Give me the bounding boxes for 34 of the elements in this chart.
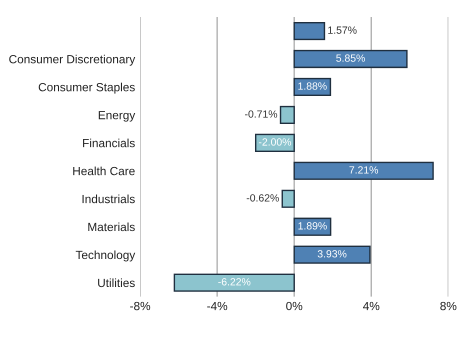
bar: [294, 50, 408, 68]
bar: [254, 134, 295, 152]
data-label: 1.89%: [298, 222, 327, 230]
bar: [280, 106, 295, 124]
y-tick-label: Utilities: [98, 278, 135, 288]
x-tick-label: -8%: [130, 302, 150, 310]
bar: [294, 22, 326, 40]
data-label: -2.00%: [258, 138, 292, 146]
bar: [294, 218, 332, 236]
y-tick-label: Health Care: [73, 166, 135, 176]
x-tick-label: 4%: [363, 302, 380, 310]
bar: [174, 274, 295, 292]
bar: [294, 78, 332, 96]
y-tick-label: Industrials: [82, 194, 135, 204]
y-tick-label: Technology: [76, 250, 136, 262]
y-tick-label: Consumer Discretionary: [9, 54, 136, 66]
data-label: -0.71%: [244, 110, 278, 118]
data-label: -0.62%: [246, 194, 279, 202]
data-label: 5.85%: [336, 54, 365, 62]
y-tick-label: Energy: [98, 111, 136, 122]
data-label: 3.93%: [318, 250, 346, 258]
data-label: 7.21%: [349, 166, 378, 174]
data-label: 1.57%: [328, 26, 357, 34]
y-tick-label: Materials: [88, 222, 135, 232]
y-tick-label: Financials: [83, 138, 135, 148]
x-tick-label: -4%: [207, 302, 228, 310]
data-label: 1.88%: [298, 82, 327, 90]
x-tick-label: 0%: [286, 302, 302, 310]
data-label: -6.22%: [218, 278, 250, 286]
bar: [294, 246, 371, 264]
x-tick-label: 8%: [440, 302, 456, 310]
y-tick-label: Consumer Staples: [38, 82, 135, 94]
bar: [294, 162, 434, 180]
bar: [282, 190, 295, 208]
